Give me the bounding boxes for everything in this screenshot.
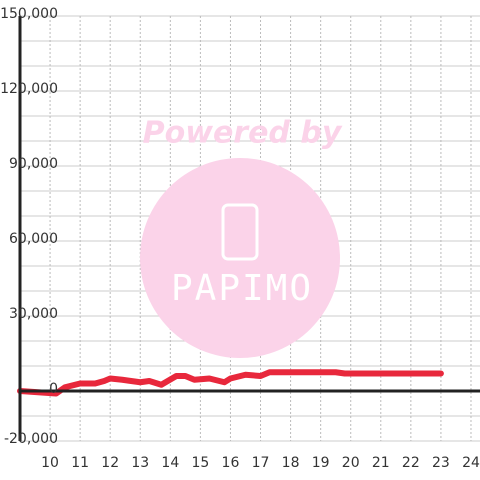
- logo-icon: [221, 203, 259, 261]
- x-tick-label: 14: [161, 455, 179, 471]
- y-tick-label: 60,000: [9, 231, 58, 247]
- x-tick-label: 24: [462, 455, 480, 471]
- y-tick-label: 0: [49, 381, 58, 397]
- y-tick-label: 90,000: [9, 156, 58, 172]
- watermark-text: Powered by: [143, 116, 343, 151]
- x-tick-label: 13: [131, 455, 149, 471]
- x-tick-label: 11: [71, 455, 89, 471]
- x-tick-label: 21: [372, 455, 390, 471]
- x-tick-label: 18: [282, 455, 300, 471]
- x-tick-label: 10: [41, 455, 59, 471]
- y-tick-label: -20,000: [4, 431, 58, 447]
- watermark: Powered by PAPIMO: [140, 116, 343, 358]
- y-tick-label: 30,000: [9, 306, 58, 322]
- x-tick-label: 12: [101, 455, 119, 471]
- x-tick-label: 17: [252, 455, 270, 471]
- x-tick-label: 23: [432, 455, 450, 471]
- data-line: [17, 369, 444, 397]
- x-tick-label: 16: [222, 455, 240, 471]
- x-tick-label: 20: [342, 455, 360, 471]
- y-tick-label: 150,000: [0, 6, 58, 22]
- x-tick-label: 22: [402, 455, 420, 471]
- x-tick-label: 15: [191, 455, 209, 471]
- watermark-logo: PAPIMO: [171, 268, 313, 309]
- x-tick-label: 19: [312, 455, 330, 471]
- y-tick-label: 120,000: [0, 81, 58, 97]
